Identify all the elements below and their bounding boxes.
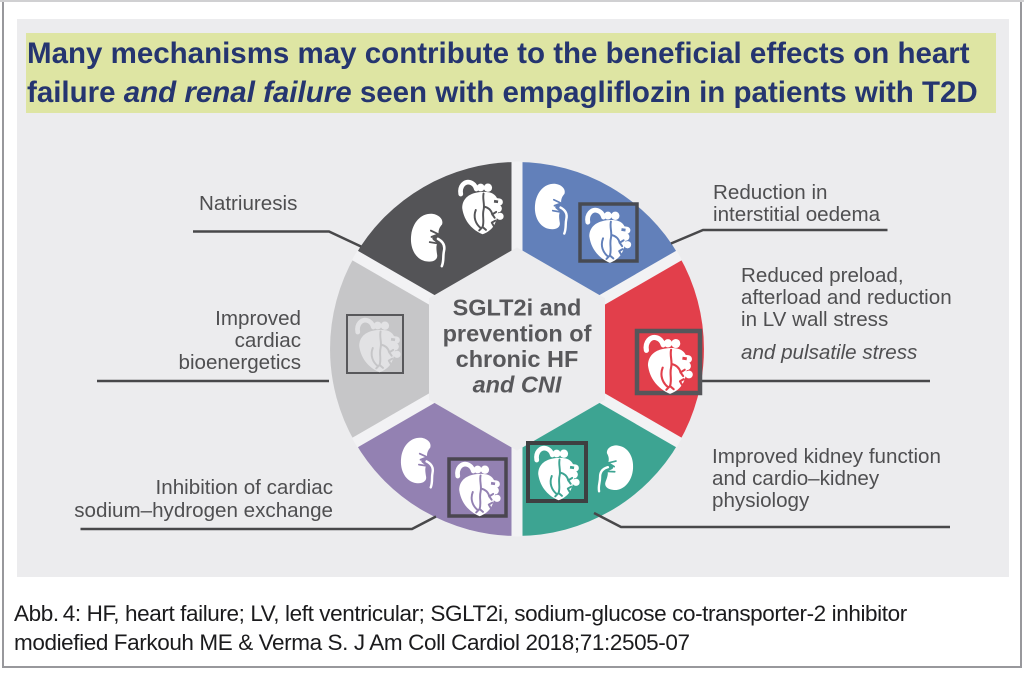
svg-text:chronic HF: chronic HF: [456, 346, 579, 372]
svg-text:prevention of: prevention of: [443, 320, 592, 346]
svg-text:SGLT2i and: SGLT2i and: [453, 294, 582, 320]
svg-text:and CNI: and CNI: [473, 371, 562, 397]
